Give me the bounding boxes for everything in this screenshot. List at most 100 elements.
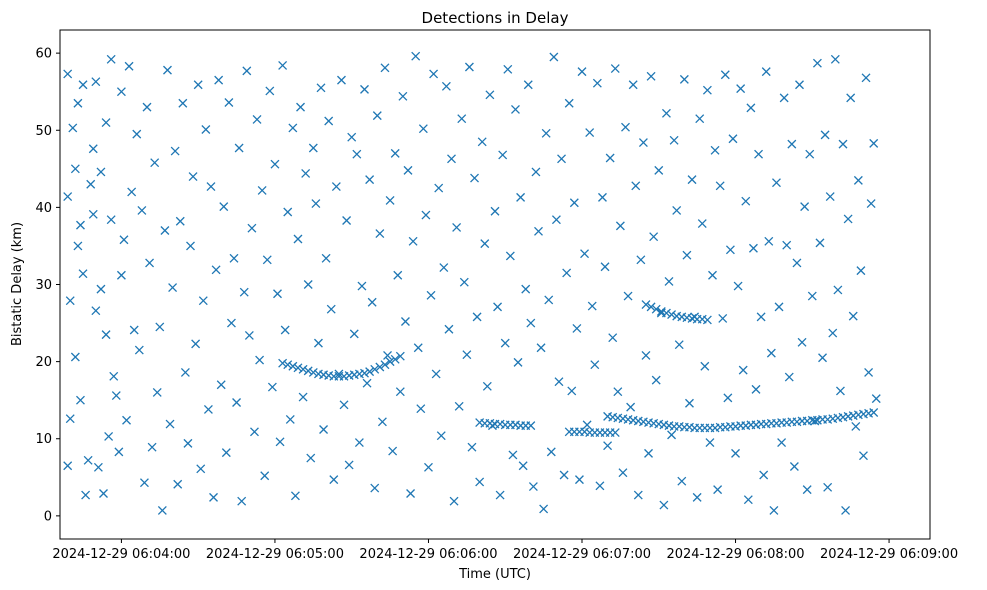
plot-area <box>60 30 930 539</box>
data-point <box>477 137 487 147</box>
data-point <box>848 311 858 321</box>
data-point <box>462 350 472 360</box>
data-point <box>250 427 259 437</box>
data-point <box>534 226 543 236</box>
data-point <box>293 363 303 373</box>
data-point <box>613 387 623 397</box>
data-point <box>851 421 861 431</box>
data-point <box>214 75 224 85</box>
data-point <box>157 506 167 515</box>
data-point <box>298 364 308 374</box>
data-point <box>86 179 96 189</box>
data-point <box>557 154 566 164</box>
data-point <box>702 315 712 325</box>
data-point <box>395 387 405 397</box>
data-point <box>582 420 592 430</box>
data-point <box>841 506 851 515</box>
data-point <box>278 61 288 70</box>
data-point <box>830 54 840 64</box>
data-point <box>288 123 298 133</box>
data-point <box>679 74 689 84</box>
data-point <box>191 339 201 349</box>
y-axis-label: Bistatic Delay (km) <box>10 222 25 346</box>
data-point <box>789 462 799 471</box>
data-point <box>646 71 656 81</box>
data-point <box>761 67 771 77</box>
data-point <box>244 330 254 340</box>
data-point <box>482 381 492 391</box>
data-point <box>76 395 85 405</box>
data-point <box>551 215 561 225</box>
data-point <box>754 149 764 159</box>
data-point <box>580 249 590 259</box>
data-point <box>106 215 116 225</box>
data-point <box>677 476 687 486</box>
data-point <box>324 116 334 126</box>
data-point <box>495 490 505 500</box>
data-point <box>638 138 648 148</box>
data-point <box>349 329 359 339</box>
data-point <box>375 362 385 372</box>
data-point <box>459 277 469 287</box>
data-point <box>436 431 446 441</box>
data-point <box>795 80 804 90</box>
data-point <box>173 479 183 489</box>
y-tick-label: 60 <box>35 47 52 62</box>
data-point <box>224 98 234 107</box>
data-point <box>145 258 155 268</box>
data-point <box>101 330 111 340</box>
data-point <box>608 333 618 343</box>
data-point <box>587 301 597 311</box>
data-point <box>273 289 282 299</box>
data-point <box>654 165 664 175</box>
y-tick-label: 40 <box>35 201 52 216</box>
data-point <box>574 475 584 485</box>
data-point <box>380 63 390 73</box>
data-point <box>311 199 321 208</box>
data-point <box>695 114 705 124</box>
data-point <box>511 104 520 114</box>
data-point <box>168 283 178 293</box>
data-point <box>365 175 375 185</box>
data-point <box>626 402 636 412</box>
data-point <box>122 415 131 425</box>
data-point <box>708 270 717 280</box>
data-point <box>741 196 751 206</box>
data-point <box>564 98 574 108</box>
data-point <box>360 84 369 94</box>
data-point <box>398 91 408 101</box>
data-point <box>239 287 249 297</box>
data-point <box>91 306 101 316</box>
data-point <box>603 441 613 451</box>
data-point <box>644 448 653 458</box>
data-point <box>769 506 779 515</box>
data-point <box>377 417 387 427</box>
data-point <box>418 124 428 134</box>
data-point <box>252 115 262 124</box>
data-point <box>267 382 277 392</box>
data-point <box>748 243 758 253</box>
data-point <box>846 93 856 103</box>
data-point <box>163 65 172 75</box>
data-point <box>713 485 723 495</box>
data-point <box>91 77 101 87</box>
data-point <box>498 150 508 160</box>
data-point <box>454 401 464 411</box>
data-point <box>618 468 628 478</box>
data-point <box>700 361 710 371</box>
data-point <box>641 300 651 310</box>
data-point <box>408 236 418 246</box>
x-tick-label: 2024-12-29 06:05:00 <box>206 547 344 562</box>
data-point <box>480 239 490 249</box>
data-point <box>772 178 781 188</box>
data-point <box>293 234 303 244</box>
data-point <box>421 210 431 220</box>
data-point <box>160 226 170 235</box>
data-point <box>728 134 738 144</box>
data-point <box>104 431 114 441</box>
data-point <box>656 307 666 316</box>
data-point <box>265 86 275 96</box>
x-tick-label: 2024-12-29 06:04:00 <box>52 547 190 562</box>
data-point <box>116 270 126 280</box>
